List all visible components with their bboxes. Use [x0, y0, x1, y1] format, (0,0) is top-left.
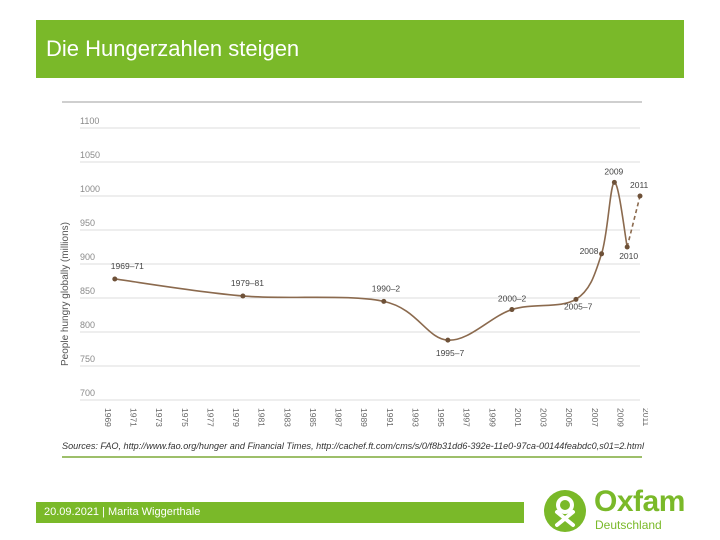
oxfam-logo: Oxfam Deutschland	[544, 485, 694, 534]
chart-container: 700 750 800 850 900 950 1000 1050 1100 1969 1971 1…	[56, 96, 648, 466]
data-label: 2009	[604, 166, 623, 176]
data-label: 1979–81	[231, 278, 264, 288]
slide-title: Die Hungerzahlen steigen	[46, 36, 300, 61]
x-tick-label: 1989	[359, 408, 369, 427]
x-tick-label: 1979	[231, 408, 241, 427]
data-point	[624, 244, 630, 250]
footer-text: 20.09.2021 | Marita Wiggerthale	[44, 506, 201, 518]
y-tick-label: 1000	[80, 184, 100, 194]
x-tick-label: 1983	[282, 408, 292, 427]
logo-name: Oxfam	[594, 485, 685, 518]
x-tick-label: 2011	[641, 408, 648, 427]
y-tick-label: 1100	[80, 116, 99, 126]
data-label: 2000–2	[498, 294, 527, 304]
logo-subtitle: Deutschland	[595, 518, 662, 532]
y-tick-label: 850	[80, 286, 95, 296]
x-tick-label: 1973	[154, 408, 164, 427]
y-tick-label: 1050	[80, 150, 100, 160]
x-tick-label: 1969	[103, 408, 113, 427]
x-tick-label: 1971	[129, 408, 139, 427]
data-point	[599, 251, 605, 257]
x-tick-label: 1975	[180, 408, 190, 427]
y-tick-label: 900	[80, 252, 95, 262]
data-label: 2010	[619, 251, 638, 261]
data-point	[611, 179, 617, 185]
x-tick-label: 1991	[385, 408, 395, 427]
chart-source-note: Sources: FAO, http://www.fao.org/hunger …	[62, 441, 645, 451]
oxfam-logo-icon	[544, 490, 586, 532]
y-tick-label: 800	[80, 320, 95, 330]
data-label: 1995–7	[436, 348, 465, 358]
data-point	[573, 296, 579, 302]
data-label: 2008	[580, 246, 599, 256]
series-line-dashed	[626, 195, 641, 248]
x-tick-label: 2007	[590, 408, 600, 427]
data-label: 2011	[630, 180, 648, 190]
data-label: 1969–71	[111, 261, 144, 271]
x-tick-label: 2009	[615, 408, 625, 427]
x-tick-label: 1985	[308, 408, 318, 427]
data-point	[509, 307, 515, 313]
data-label: 1990–2	[372, 283, 401, 293]
x-tick-label: 1993	[410, 408, 420, 427]
x-tick-label: 1995	[436, 408, 446, 427]
data-point	[637, 193, 643, 199]
data-point	[240, 293, 246, 299]
x-tick-label: 2005	[564, 408, 574, 427]
series-line-solid	[114, 181, 628, 341]
y-tick-label: 750	[80, 354, 95, 364]
footer-bar: 20.09.2021 | Marita Wiggerthale	[36, 502, 524, 523]
x-tick-label: 1987	[334, 408, 344, 427]
hunger-line-chart: 700 750 800 850 900 950 1000 1050 1100 1969 1971 1…	[60, 101, 648, 458]
x-tick-label: 1997	[462, 408, 472, 427]
y-axis-label: People hungry globally (millions)	[60, 222, 71, 366]
x-tick-label: 2001	[513, 408, 523, 427]
y-tick-label: 950	[80, 218, 95, 228]
x-tick-label: 2003	[539, 408, 549, 427]
x-tick-label: 1999	[487, 408, 497, 427]
x-tick-label: 1981	[257, 408, 267, 427]
y-tick-label: 700	[80, 388, 95, 398]
title-bar: Die Hungerzahlen steigen	[36, 20, 684, 78]
data-point	[445, 337, 451, 343]
data-point	[112, 276, 118, 282]
data-point	[381, 298, 387, 304]
data-label: 2005–7	[564, 301, 593, 311]
x-tick-label: 1977	[205, 408, 215, 427]
